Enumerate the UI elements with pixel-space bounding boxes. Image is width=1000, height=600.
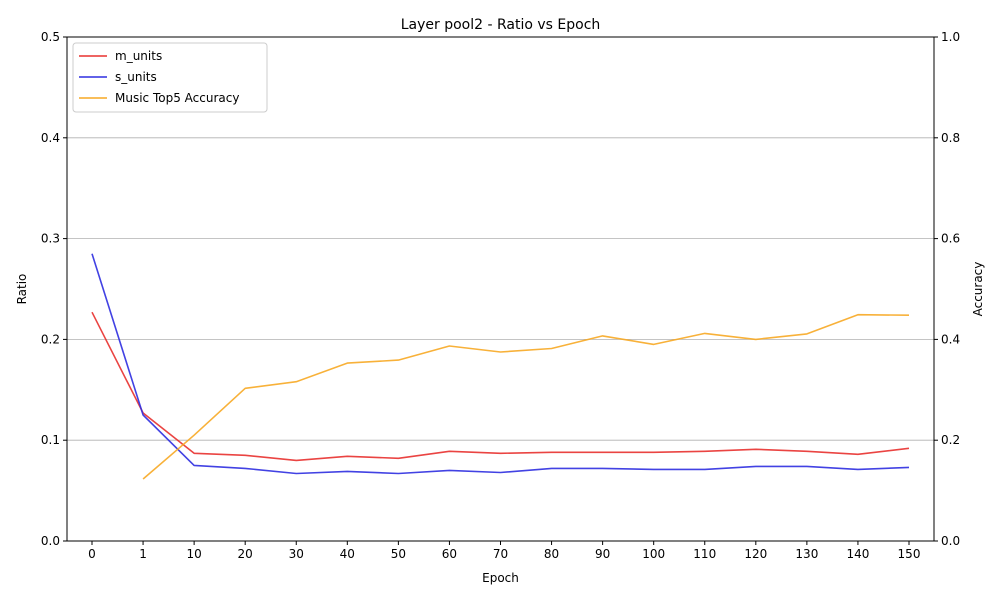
x-tick-label: 1 <box>139 547 147 561</box>
x-tick-label: 30 <box>289 547 304 561</box>
chart-title: Layer pool2 - Ratio vs Epoch <box>401 17 601 33</box>
x-tick-label: 40 <box>340 547 355 561</box>
series-line-music-top5-accuracy <box>142 313 910 480</box>
x-tick-label: 140 <box>846 547 869 561</box>
y-tick-label: 0.4 <box>41 131 60 145</box>
y2-tick-label: 1.0 <box>941 30 960 44</box>
y2-tick-label: 0.8 <box>941 131 960 145</box>
legend: m_units s_units Music Top5 Accuracy <box>72 42 268 113</box>
x-tick-label: 150 <box>898 547 921 561</box>
y-tick-label: 0.0 <box>41 534 60 548</box>
x-tick-label: 70 <box>493 547 508 561</box>
grid-layer <box>67 137 934 441</box>
y2-tick-label: 0.4 <box>941 332 960 346</box>
x-axis-label: Epoch <box>482 571 519 585</box>
x-tick-label: 120 <box>744 547 767 561</box>
x-tick-label: 80 <box>544 547 559 561</box>
y-axis-right: 0.0 0.2 0.4 0.6 0.8 1.0 <box>934 30 960 548</box>
y-tick-label: 0.3 <box>41 232 60 246</box>
y-axis-label: Ratio <box>15 274 29 305</box>
y-tick-label: 0.1 <box>41 433 60 447</box>
x-tick-label: 10 <box>186 547 201 561</box>
series-line-s-units <box>91 253 910 475</box>
legend-label: s_units <box>115 70 157 84</box>
series-line-m-units <box>91 311 910 462</box>
x-tick-label: 110 <box>693 547 716 561</box>
legend-label: m_units <box>115 49 162 63</box>
y-tick-label: 0.5 <box>41 30 60 44</box>
x-tick-label: 60 <box>442 547 457 561</box>
y-axis-left: 0.0 0.1 0.2 0.3 0.4 0.5 <box>41 30 67 548</box>
legend-label: Music Top5 Accuracy <box>115 91 239 105</box>
x-tick-label: 130 <box>795 547 818 561</box>
y2-axis-label: Accuracy <box>971 262 985 317</box>
x-tick-label: 50 <box>391 547 406 561</box>
x-tick-label: 100 <box>642 547 665 561</box>
x-tick-label: 90 <box>595 547 610 561</box>
y2-tick-label: 0.2 <box>941 433 960 447</box>
y2-tick-label: 0.0 <box>941 534 960 548</box>
y-tick-label: 0.2 <box>41 332 60 346</box>
x-tick-label: 0 <box>88 547 96 561</box>
y2-tick-label: 0.6 <box>941 232 960 246</box>
x-tick-label: 20 <box>238 547 253 561</box>
legend-box <box>72 42 268 113</box>
series-layer <box>91 253 910 480</box>
x-axis: 0 1 10 20 30 40 50 60 70 80 90 100 110 120 130 140 150 <box>88 541 920 561</box>
